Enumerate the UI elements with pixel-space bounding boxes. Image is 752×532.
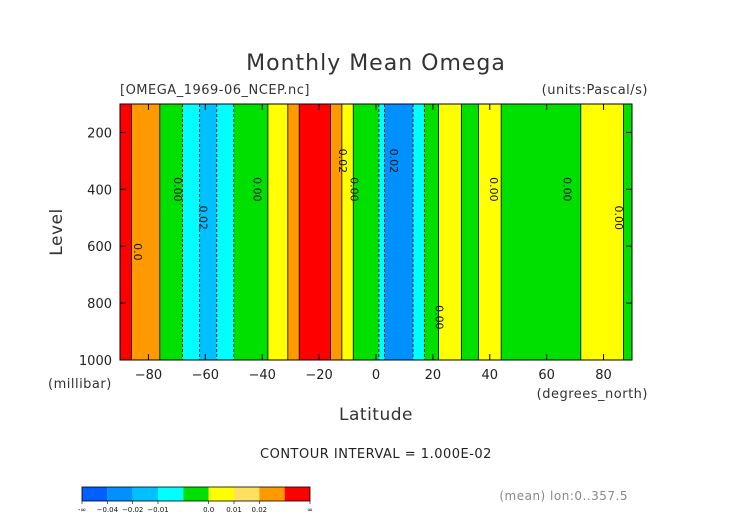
colorbar-swatch [82,487,108,501]
colorbar-swatch [158,487,184,501]
colorbar-swatch [234,487,260,501]
colorbar: -∞ −0.04 −0.02 −0.01 0.0 0.01 0.02 ∞ [78,486,313,514]
x-tick-label: −60 [192,368,219,383]
omega-band [353,104,379,360]
omega-band [287,104,300,360]
x-unit-label: (degrees_north) [537,387,648,402]
omega-band [299,104,331,360]
contour-label: 0.00 [433,305,446,330]
contour-label: 0.00 [347,177,360,202]
contour-label: 0.0 [131,243,144,261]
omega-band [580,104,624,360]
colorbar-swatch [132,487,158,501]
units-label: (units:Pascal/s) [542,83,648,98]
x-tick-label: 0 [372,368,380,383]
y-tick-label: 400 [87,183,112,198]
colorbar-tick-label: ∞ [307,506,313,514]
file-label: [OMEGA_1969-06_NCEP.nc] [120,83,310,98]
contour-label: 0.02 [197,206,210,231]
x-tick-label: 40 [482,368,499,383]
x-tick-label: 20 [425,368,442,383]
contour-label: 0.02 [387,149,400,174]
contour-label: 0.00 [171,177,184,202]
omega-band [182,104,200,360]
omega-band [438,104,462,360]
colorbar-swatch [284,487,310,501]
colorbar-tick-label: 0.0 [203,506,214,514]
x-tick-label: 80 [595,368,612,383]
x-axis: −80 −60 −40 −20 0 20 40 60 80 [135,104,612,383]
omega-band [330,104,342,360]
omega-band [378,104,385,360]
omega-band [159,104,183,360]
x-tick-label: −20 [305,368,332,383]
omega-band [267,104,288,360]
colorbar-swatch [183,487,209,501]
omega-band [478,104,502,360]
omega-band [341,104,354,360]
chart-title: Monthly Mean Omega [246,51,506,76]
omega-band [216,104,234,360]
omega-band [623,104,632,360]
contour-interval-label: CONTOUR INTERVAL = 1.000E-02 [260,447,492,462]
mean-label: (mean) lon:0..357.5 [499,489,628,503]
x-tick-label: −40 [249,368,276,383]
colorbar-tick-label: 0.01 [226,506,242,514]
omega-band [233,104,268,360]
y-unit-label: (millibar) [48,377,112,392]
y-tick-label: 800 [87,297,112,312]
x-tick-label: −80 [135,368,162,383]
contour-label: 0.00 [612,206,625,231]
omega-band [501,104,581,360]
contour-label: 0.00 [251,177,264,202]
contour-label: 0.02 [336,149,349,174]
y-axis-label: Level [47,208,67,255]
contour-label: 0.00 [561,177,574,202]
y-tick-label: 200 [87,126,112,141]
colorbar-tick-label: 0.02 [252,506,268,514]
omega-band [424,104,439,360]
colorbar-tick-label: −0.02 [122,506,143,514]
omega-band [199,104,217,360]
y-tick-label: 600 [87,240,112,255]
x-axis-label: Latitude [339,405,413,425]
plot-area: 0.000.020.000.020.000.020.000.00 0.000.00… [120,104,632,360]
omega-band [131,104,160,360]
omega-band [461,104,479,360]
y-tick-label: 1000 [79,354,112,369]
x-tick-label: 60 [538,368,555,383]
omega-band [384,104,413,360]
omega-band [120,104,132,360]
colorbar-swatch [208,487,234,501]
colorbar-swatch [107,487,133,501]
colorbar-tick-label: −0.04 [97,506,119,514]
y-axis: 200 400 600 800 1000 [79,126,632,369]
colorbar-tick-label: -∞ [78,506,86,514]
colorbar-swatch [259,487,285,501]
contour-label: 0.00 [487,177,500,202]
colorbar-frame [81,486,311,502]
colorbar-tick-label: −0.01 [147,506,168,514]
omega-band [412,104,425,360]
